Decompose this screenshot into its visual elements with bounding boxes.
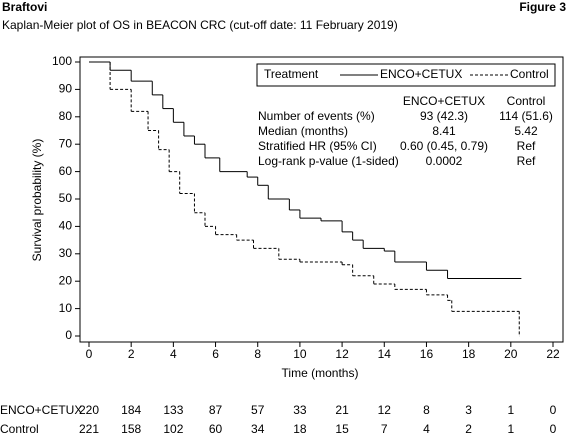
- risk-count: 12: [378, 403, 392, 417]
- stats-cell: 114 (51.6): [499, 109, 553, 123]
- stats-cell: 93 (42.3): [420, 109, 468, 123]
- legend-title: Treatment: [264, 67, 319, 81]
- x-tick-label: 2: [128, 347, 135, 361]
- chart-title: Kaplan-Meier plot of OS in BEACON CRC (c…: [2, 18, 398, 32]
- y-tick-label: 30: [59, 246, 73, 260]
- stats-label: Stratified HR (95% CI): [258, 139, 377, 153]
- x-tick-label: 20: [504, 347, 518, 361]
- x-tick-label: 6: [212, 347, 219, 361]
- x-tick-label: 22: [546, 347, 560, 361]
- stats-cell: 0.0002: [426, 154, 463, 168]
- y-tick-label: 40: [59, 219, 73, 233]
- risk-count: 184: [121, 403, 141, 417]
- risk-count: 220: [79, 403, 99, 417]
- y-tick-label: 20: [59, 273, 73, 287]
- risk-count: 87: [209, 403, 223, 417]
- risk-count: 21: [335, 403, 349, 417]
- risk-count: 60: [209, 422, 223, 436]
- risk-label: ENCO+CETUX: [0, 403, 82, 417]
- x-tick-label: 18: [462, 347, 476, 361]
- stats-cell: 5.42: [514, 124, 538, 138]
- stats-cell: 8.41: [432, 124, 456, 138]
- y-axis-label: Survival probability (%): [30, 139, 44, 262]
- y-tick-label: 50: [59, 191, 73, 205]
- stats-cell: 0.60 (0.45, 0.79): [400, 139, 488, 153]
- risk-count: 158: [121, 422, 141, 436]
- risk-count: 1: [507, 422, 514, 436]
- risk-count: 2: [465, 422, 472, 436]
- x-tick-label: 4: [170, 347, 177, 361]
- risk-count: 7: [381, 422, 388, 436]
- stats-header: Control: [507, 94, 546, 108]
- x-tick-label: 14: [378, 347, 392, 361]
- y-tick-label: 60: [59, 164, 73, 178]
- risk-count: 0: [550, 403, 557, 417]
- figure-label: Figure 3: [519, 0, 566, 14]
- risk-count: 18: [293, 422, 307, 436]
- risk-label: Control: [0, 422, 39, 436]
- risk-count: 8: [423, 403, 430, 417]
- risk-count: 221: [79, 422, 99, 436]
- y-tick-label: 90: [59, 82, 73, 96]
- risk-count: 57: [251, 403, 265, 417]
- risk-count: 102: [163, 422, 183, 436]
- risk-count: 133: [163, 403, 183, 417]
- x-axis-label: Time (months): [282, 366, 359, 380]
- stats-label: Log-rank p-value (1-sided): [258, 154, 399, 168]
- risk-count: 0: [550, 422, 557, 436]
- stats-header: ENCO+CETUX: [403, 94, 485, 108]
- x-tick-label: 12: [335, 347, 349, 361]
- stats-cell: Ref: [517, 139, 536, 153]
- risk-count: 3: [465, 403, 472, 417]
- y-tick-label: 100: [52, 54, 72, 68]
- risk-count: 15: [335, 422, 349, 436]
- risk-count: 34: [251, 422, 265, 436]
- plot-frame: [79, 56, 564, 343]
- legend-box: [256, 63, 556, 87]
- stats-cell: Ref: [517, 154, 536, 168]
- x-tick-label: 16: [420, 347, 434, 361]
- y-tick-label: 80: [59, 109, 73, 123]
- risk-count: 4: [423, 422, 430, 436]
- risk-count: 33: [293, 403, 307, 417]
- legend-label: Control: [510, 67, 549, 81]
- stats-label: Median (months): [258, 124, 348, 138]
- x-tick-label: 0: [86, 347, 93, 361]
- legend-label: ENCO+CETUX: [380, 67, 462, 81]
- y-tick-label: 0: [65, 328, 72, 342]
- y-tick-label: 10: [59, 301, 73, 315]
- x-tick-label: 10: [293, 347, 307, 361]
- brand: Braftovi: [2, 0, 47, 14]
- x-tick-label: 8: [254, 347, 261, 361]
- y-tick-label: 70: [59, 136, 73, 150]
- stats-label: Number of events (%): [258, 109, 375, 123]
- risk-count: 1: [507, 403, 514, 417]
